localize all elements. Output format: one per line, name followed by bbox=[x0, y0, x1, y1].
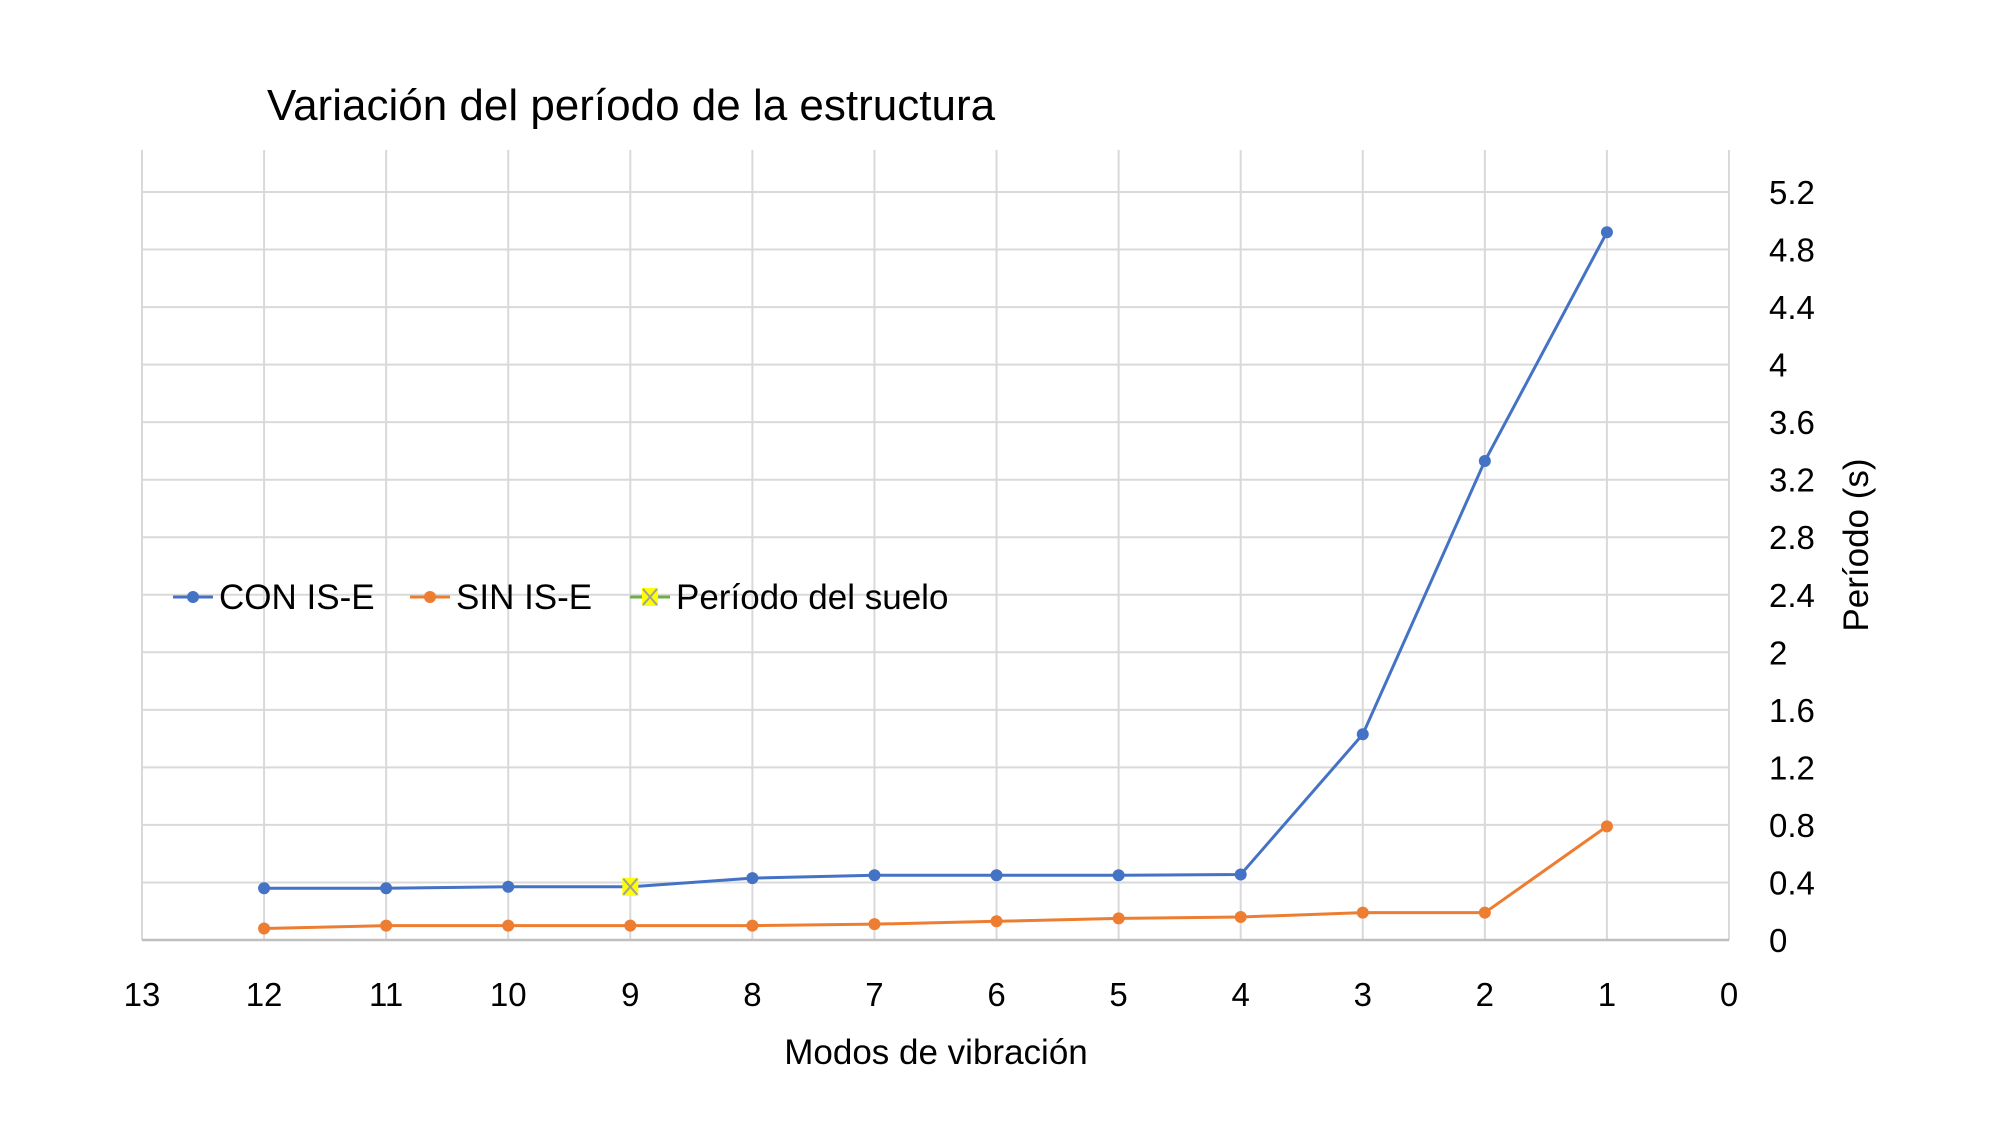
data-point bbox=[1112, 912, 1125, 925]
data-point bbox=[746, 872, 759, 885]
y-tick-label: 3.6 bbox=[1769, 404, 1815, 441]
legend-marker-x bbox=[642, 588, 658, 606]
x-tick-label: 12 bbox=[246, 976, 283, 1013]
legend: CON IS-E SIN IS-E Período del suelo bbox=[173, 578, 948, 617]
x-tick-label: 8 bbox=[743, 976, 761, 1013]
data-point bbox=[746, 919, 759, 932]
x-tick-label: 4 bbox=[1232, 976, 1250, 1013]
soil-period-x bbox=[622, 878, 639, 896]
x-tick-label: 13 bbox=[124, 976, 161, 1013]
data-point bbox=[1600, 226, 1613, 239]
y-tick-label: 0.8 bbox=[1769, 807, 1815, 844]
data-point bbox=[502, 880, 515, 893]
data-point bbox=[1234, 910, 1247, 923]
data-point bbox=[868, 918, 881, 931]
y-tick-label: 4.8 bbox=[1769, 232, 1815, 269]
y-axis-title: Período (s) bbox=[1837, 458, 1876, 631]
y-tick-label: 4 bbox=[1769, 347, 1787, 384]
series-group bbox=[258, 226, 1613, 935]
data-point bbox=[1600, 820, 1613, 833]
data-point bbox=[258, 922, 271, 935]
x-tick-label: 5 bbox=[1109, 976, 1127, 1013]
y-tick-label: 4.4 bbox=[1769, 289, 1815, 326]
y-tick-label: 1.6 bbox=[1769, 692, 1815, 729]
y-tick-label: 2 bbox=[1769, 634, 1787, 671]
x-axis-title: Modos de vibración bbox=[784, 1033, 1088, 1072]
y-tick-labels: 0 0.4 0.8 1.2 1.6 2 2.4 2.8 3.2 3.6 4 4.4 4.8 5.2 bbox=[1769, 174, 1815, 959]
data-point bbox=[1356, 728, 1369, 741]
chart-title: Variación del período de la estructura bbox=[267, 81, 996, 130]
y-tick-label: 2.4 bbox=[1769, 577, 1815, 614]
x-tick-label: 9 bbox=[621, 976, 639, 1013]
x-tick-label: 3 bbox=[1354, 976, 1372, 1013]
data-point bbox=[1478, 906, 1491, 919]
data-point bbox=[1234, 868, 1247, 881]
legend-label: Período del suelo bbox=[676, 578, 948, 617]
legend-label: SIN IS-E bbox=[456, 578, 592, 617]
legend-label: CON IS-E bbox=[219, 578, 375, 617]
x-tick-label: 6 bbox=[987, 976, 1005, 1013]
series-line-0 bbox=[264, 231, 1609, 890]
x-tick-label: 1 bbox=[1598, 976, 1616, 1013]
series-line-1 bbox=[264, 825, 1608, 930]
data-point bbox=[380, 882, 393, 895]
x-tick-label: 10 bbox=[490, 976, 527, 1013]
x-tick-label: 11 bbox=[369, 976, 403, 1013]
y-tick-label: 0.4 bbox=[1769, 864, 1815, 901]
data-point bbox=[380, 919, 393, 932]
x-tick-labels: 13 12 11 10 9 8 7 6 5 4 3 2 1 0 bbox=[124, 976, 1739, 1013]
y-tick-label: 3.2 bbox=[1769, 462, 1815, 499]
data-point bbox=[1356, 906, 1369, 919]
legend-marker bbox=[187, 591, 199, 603]
y-tick-label: 0 bbox=[1769, 922, 1787, 959]
data-point bbox=[258, 882, 271, 895]
y-tick-label: 5.2 bbox=[1769, 174, 1815, 211]
data-point bbox=[502, 919, 515, 932]
x-tick-label: 7 bbox=[865, 976, 883, 1013]
gridlines bbox=[141, 150, 1730, 942]
x-tick-label: 0 bbox=[1720, 976, 1738, 1013]
data-point bbox=[990, 915, 1003, 928]
data-point bbox=[868, 869, 881, 882]
y-tick-label: 2.8 bbox=[1769, 519, 1815, 556]
y-tick-label: 1.2 bbox=[1769, 749, 1815, 786]
x-tick-label: 2 bbox=[1476, 976, 1494, 1013]
data-point bbox=[1478, 454, 1491, 467]
data-point bbox=[990, 869, 1003, 882]
data-point bbox=[1112, 869, 1125, 882]
data-point bbox=[624, 919, 637, 932]
legend-marker bbox=[424, 591, 436, 603]
